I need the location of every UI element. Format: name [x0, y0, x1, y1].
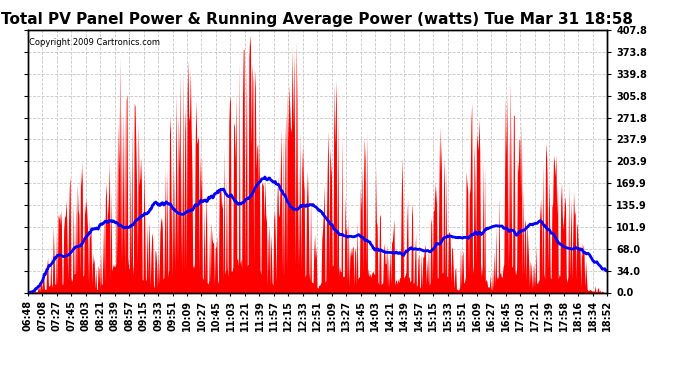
Text: Copyright 2009 Cartronics.com: Copyright 2009 Cartronics.com — [29, 38, 160, 47]
Title: Total PV Panel Power & Running Average Power (watts) Tue Mar 31 18:58: Total PV Panel Power & Running Average P… — [1, 12, 633, 27]
